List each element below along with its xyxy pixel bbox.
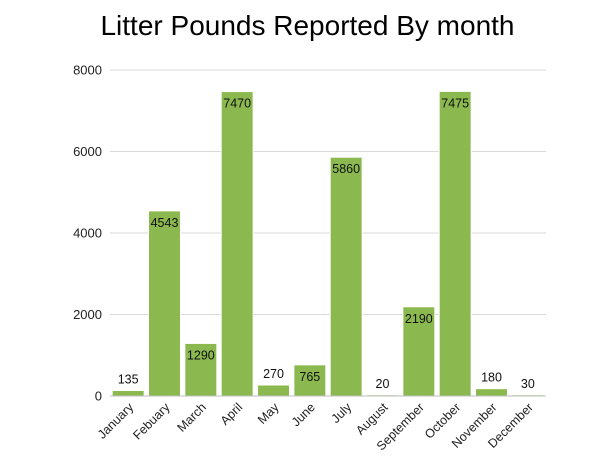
data-label: 7470	[223, 97, 251, 111]
x-tick-label: May	[255, 400, 282, 427]
bar	[475, 388, 508, 397]
y-tick-label: 8000	[73, 63, 102, 78]
y-axis-ticks: 0 2000 4000 6000 8000	[73, 63, 102, 404]
data-label: 30	[521, 377, 535, 391]
y-tick-label: 0	[95, 389, 102, 404]
y-tick-label: 4000	[73, 226, 102, 241]
data-label: 135	[118, 372, 139, 386]
chart-title: Litter Pounds Reported By month	[100, 10, 514, 41]
x-tick-label: Febuary	[130, 400, 173, 443]
data-label: 180	[481, 371, 502, 385]
bar	[438, 90, 472, 397]
data-label: 7475	[441, 96, 469, 110]
x-tick-label: July	[329, 400, 355, 426]
bar	[220, 91, 254, 397]
bar	[111, 389, 145, 397]
x-tick-label: April	[218, 400, 246, 428]
x-tick-label: March	[174, 400, 208, 434]
bars	[111, 90, 545, 397]
x-tick-label: January	[95, 400, 137, 442]
data-label: 765	[299, 370, 320, 384]
data-label: 4543	[151, 216, 179, 230]
bar	[402, 306, 436, 397]
data-label: 20	[376, 377, 390, 391]
bar	[257, 384, 290, 397]
data-label: 270	[263, 367, 284, 381]
bar	[148, 210, 181, 397]
bar	[329, 156, 363, 397]
y-tick-label: 2000	[73, 307, 102, 322]
y-tick-label: 6000	[73, 144, 102, 159]
gridlines	[110, 69, 546, 315]
bar	[184, 342, 218, 397]
x-tick-label: June	[289, 400, 318, 429]
data-label: 5860	[332, 162, 360, 176]
data-label: 2190	[405, 312, 433, 326]
data-label: 1290	[187, 348, 215, 362]
data-labels: 135 4543 1290 7470 270 765 5860 20 2190 7475 180 30	[118, 96, 535, 390]
